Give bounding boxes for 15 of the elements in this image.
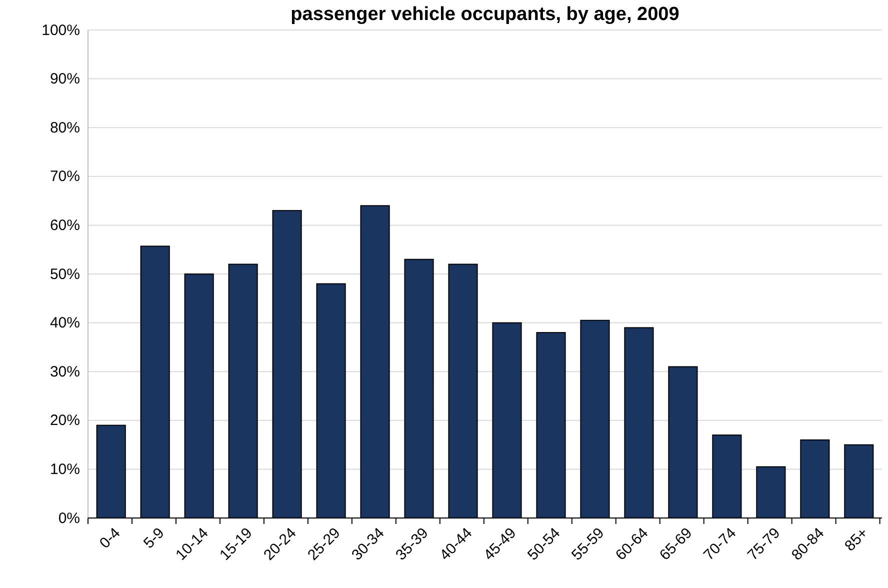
y-tick-label: 10% — [50, 461, 80, 478]
y-tick-label: 60% — [50, 217, 80, 234]
y-tick-label: 0% — [58, 510, 80, 527]
y-tick-label: 70% — [50, 168, 80, 186]
y-tick-label: 80% — [50, 119, 80, 136]
y-tick-label: 90% — [50, 70, 80, 88]
y-tick-label: 30% — [50, 363, 80, 380]
y-tick-label: 50% — [50, 266, 80, 283]
x-tick-label: 0-4 — [96, 524, 124, 552]
y-tick-label: 100% — [42, 22, 80, 39]
y-tick-label: 20% — [50, 412, 80, 430]
chart-title: passenger vehicle occupants, by age, 2009 — [290, 4, 680, 25]
x-tick-label: 5-9 — [140, 524, 168, 552]
y-tick-label: 40% — [50, 314, 80, 332]
x-tick-label: 85+ — [842, 524, 872, 555]
